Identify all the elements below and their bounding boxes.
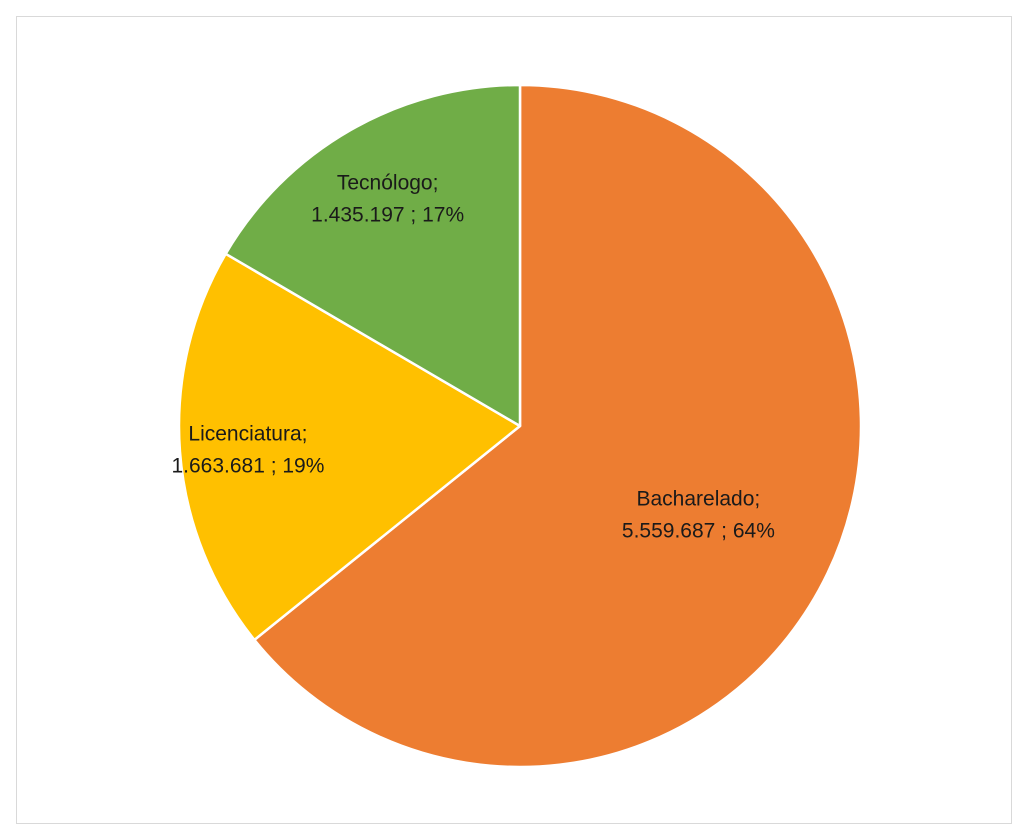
data-label-licenciatura: Licenciatura; 1.663.681 ; 19%: [171, 422, 324, 477]
pie-labels: Bacharelado; 5.559.687 ; 64% Licenciatura;…: [171, 171, 774, 542]
data-label-tecn-logo: Tecnólogo; 1.435.197 ; 17%: [311, 171, 464, 226]
pie-slices: [177, 83, 863, 769]
pie-slice-licenciatura: [177, 252, 522, 642]
pie-slice-bacharelado: [253, 83, 863, 769]
data-label-bacharelado: Bacharelado; 5.559.687 ; 64%: [622, 487, 775, 542]
pie-slice-tecn-logo: [224, 83, 522, 428]
